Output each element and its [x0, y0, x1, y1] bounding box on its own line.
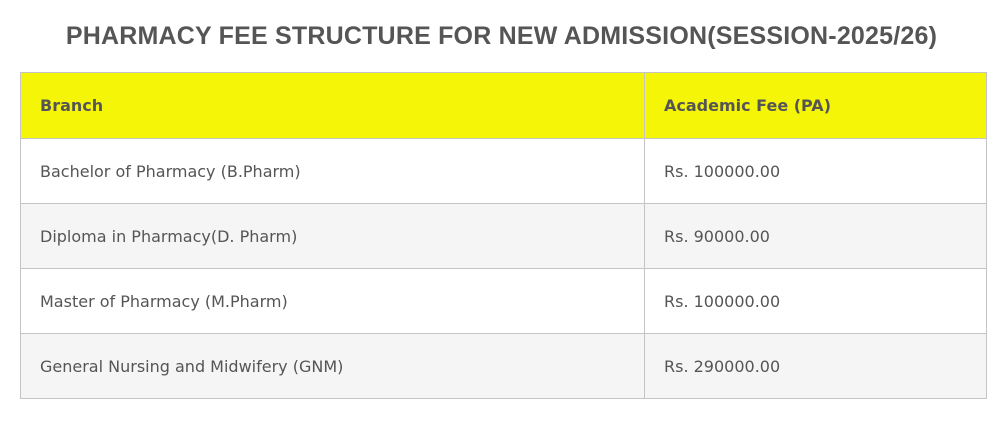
table-row: Master of Pharmacy (M.Pharm) Rs. 100000.… [20, 268, 987, 334]
branch-cell: General Nursing and Midwifery (GNM) [20, 333, 645, 399]
header-academic-fee: Academic Fee (PA) [644, 72, 987, 139]
table-row: Diploma in Pharmacy(D. Pharm) Rs. 90000.… [20, 203, 987, 269]
branch-cell: Bachelor of Pharmacy (B.Pharm) [20, 138, 645, 204]
header-branch: Branch [20, 72, 645, 139]
table-header-row: Branch Academic Fee (PA) [20, 72, 987, 139]
fee-table: Branch Academic Fee (PA) Bachelor of Pha… [20, 72, 987, 399]
branch-cell: Master of Pharmacy (M.Pharm) [20, 268, 645, 334]
page-title: PHARMACY FEE STRUCTURE FOR NEW ADMISSION… [65, 22, 938, 50]
fee-cell: Rs. 100000.00 [644, 268, 987, 334]
table-row: General Nursing and Midwifery (GNM) Rs. … [20, 333, 987, 399]
fee-cell: Rs. 90000.00 [644, 203, 987, 269]
table-row: Bachelor of Pharmacy (B.Pharm) Rs. 10000… [20, 138, 987, 204]
fee-cell: Rs. 290000.00 [644, 333, 987, 399]
branch-cell: Diploma in Pharmacy(D. Pharm) [20, 203, 645, 269]
fee-cell: Rs. 100000.00 [644, 138, 987, 204]
